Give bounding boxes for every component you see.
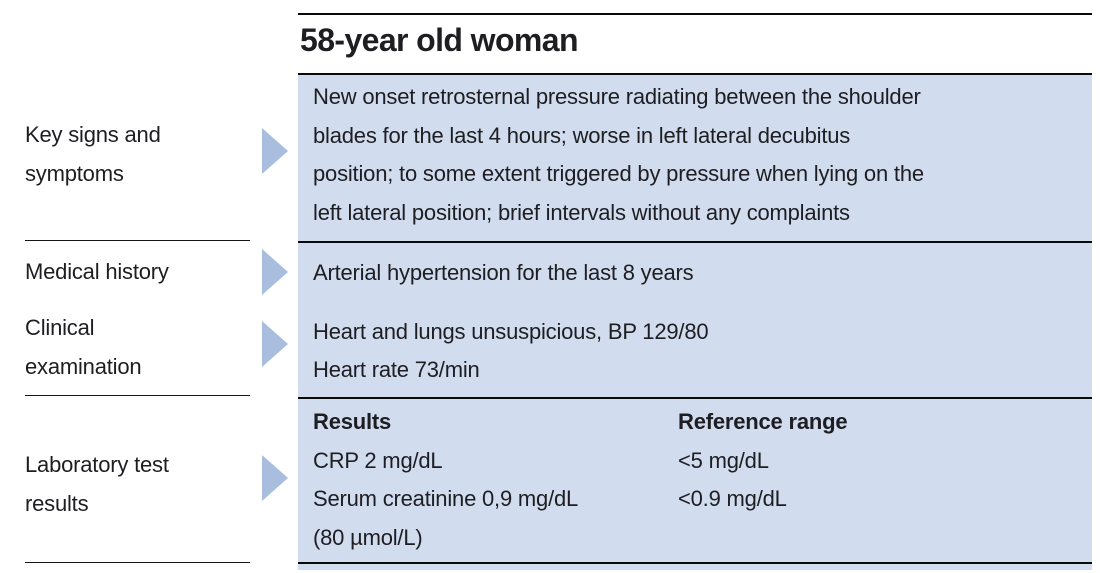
clinical-examination-text: Heart and lungs unsuspicious, BP 129/80 … xyxy=(313,318,709,383)
bottom-rule xyxy=(298,562,1092,564)
title-top-rule xyxy=(298,13,1092,15)
arrow-right-icon xyxy=(262,321,288,367)
lab-header-reference-range: Reference range xyxy=(678,409,848,434)
arrow-right-icon xyxy=(262,128,288,174)
lab-result-crp: CRP 2 mg/dL xyxy=(313,447,443,473)
medical-history-text: Arterial hypertension for the last 8 yea… xyxy=(313,260,694,285)
lab-result-creatinine-si: (80 µmol/L) xyxy=(313,524,423,550)
lab-reference-empty xyxy=(678,519,1074,558)
key-signs-content-block: New onset retrosternal pressure radiatin… xyxy=(298,73,1092,241)
label-clinical-examination: Clinical examination xyxy=(25,315,142,379)
laboratory-content-block: Results Reference range CRP 2 mg/dL <5 m… xyxy=(298,397,1092,570)
case-title: 58-year old woman xyxy=(300,22,579,58)
label-laboratory-test-results: Laboratory test results xyxy=(25,452,169,516)
left-divider-2 xyxy=(25,395,250,396)
left-divider-3 xyxy=(25,562,250,563)
lab-reference-creatinine: <0.9 mg/dL xyxy=(678,486,787,511)
label-key-signs-and-symptoms: Key signs and symptoms xyxy=(25,122,161,186)
history-examination-content-block: Arterial hypertension for the last 8 yea… xyxy=(298,241,1092,397)
left-divider-1 xyxy=(25,240,250,241)
lab-result-creatinine: Serum creatinine 0,9 mg/dL xyxy=(313,486,579,511)
lab-results-table: Results Reference range CRP 2 mg/dL <5 m… xyxy=(313,403,1074,557)
arrow-right-icon xyxy=(262,249,288,295)
label-medical-history: Medical history xyxy=(25,259,169,284)
arrow-right-icon xyxy=(262,455,288,501)
lab-header-results: Results xyxy=(313,409,392,434)
lab-reference-crp: <5 mg/dL xyxy=(678,447,769,473)
key-signs-text: New onset retrosternal pressure radiatin… xyxy=(313,84,924,225)
